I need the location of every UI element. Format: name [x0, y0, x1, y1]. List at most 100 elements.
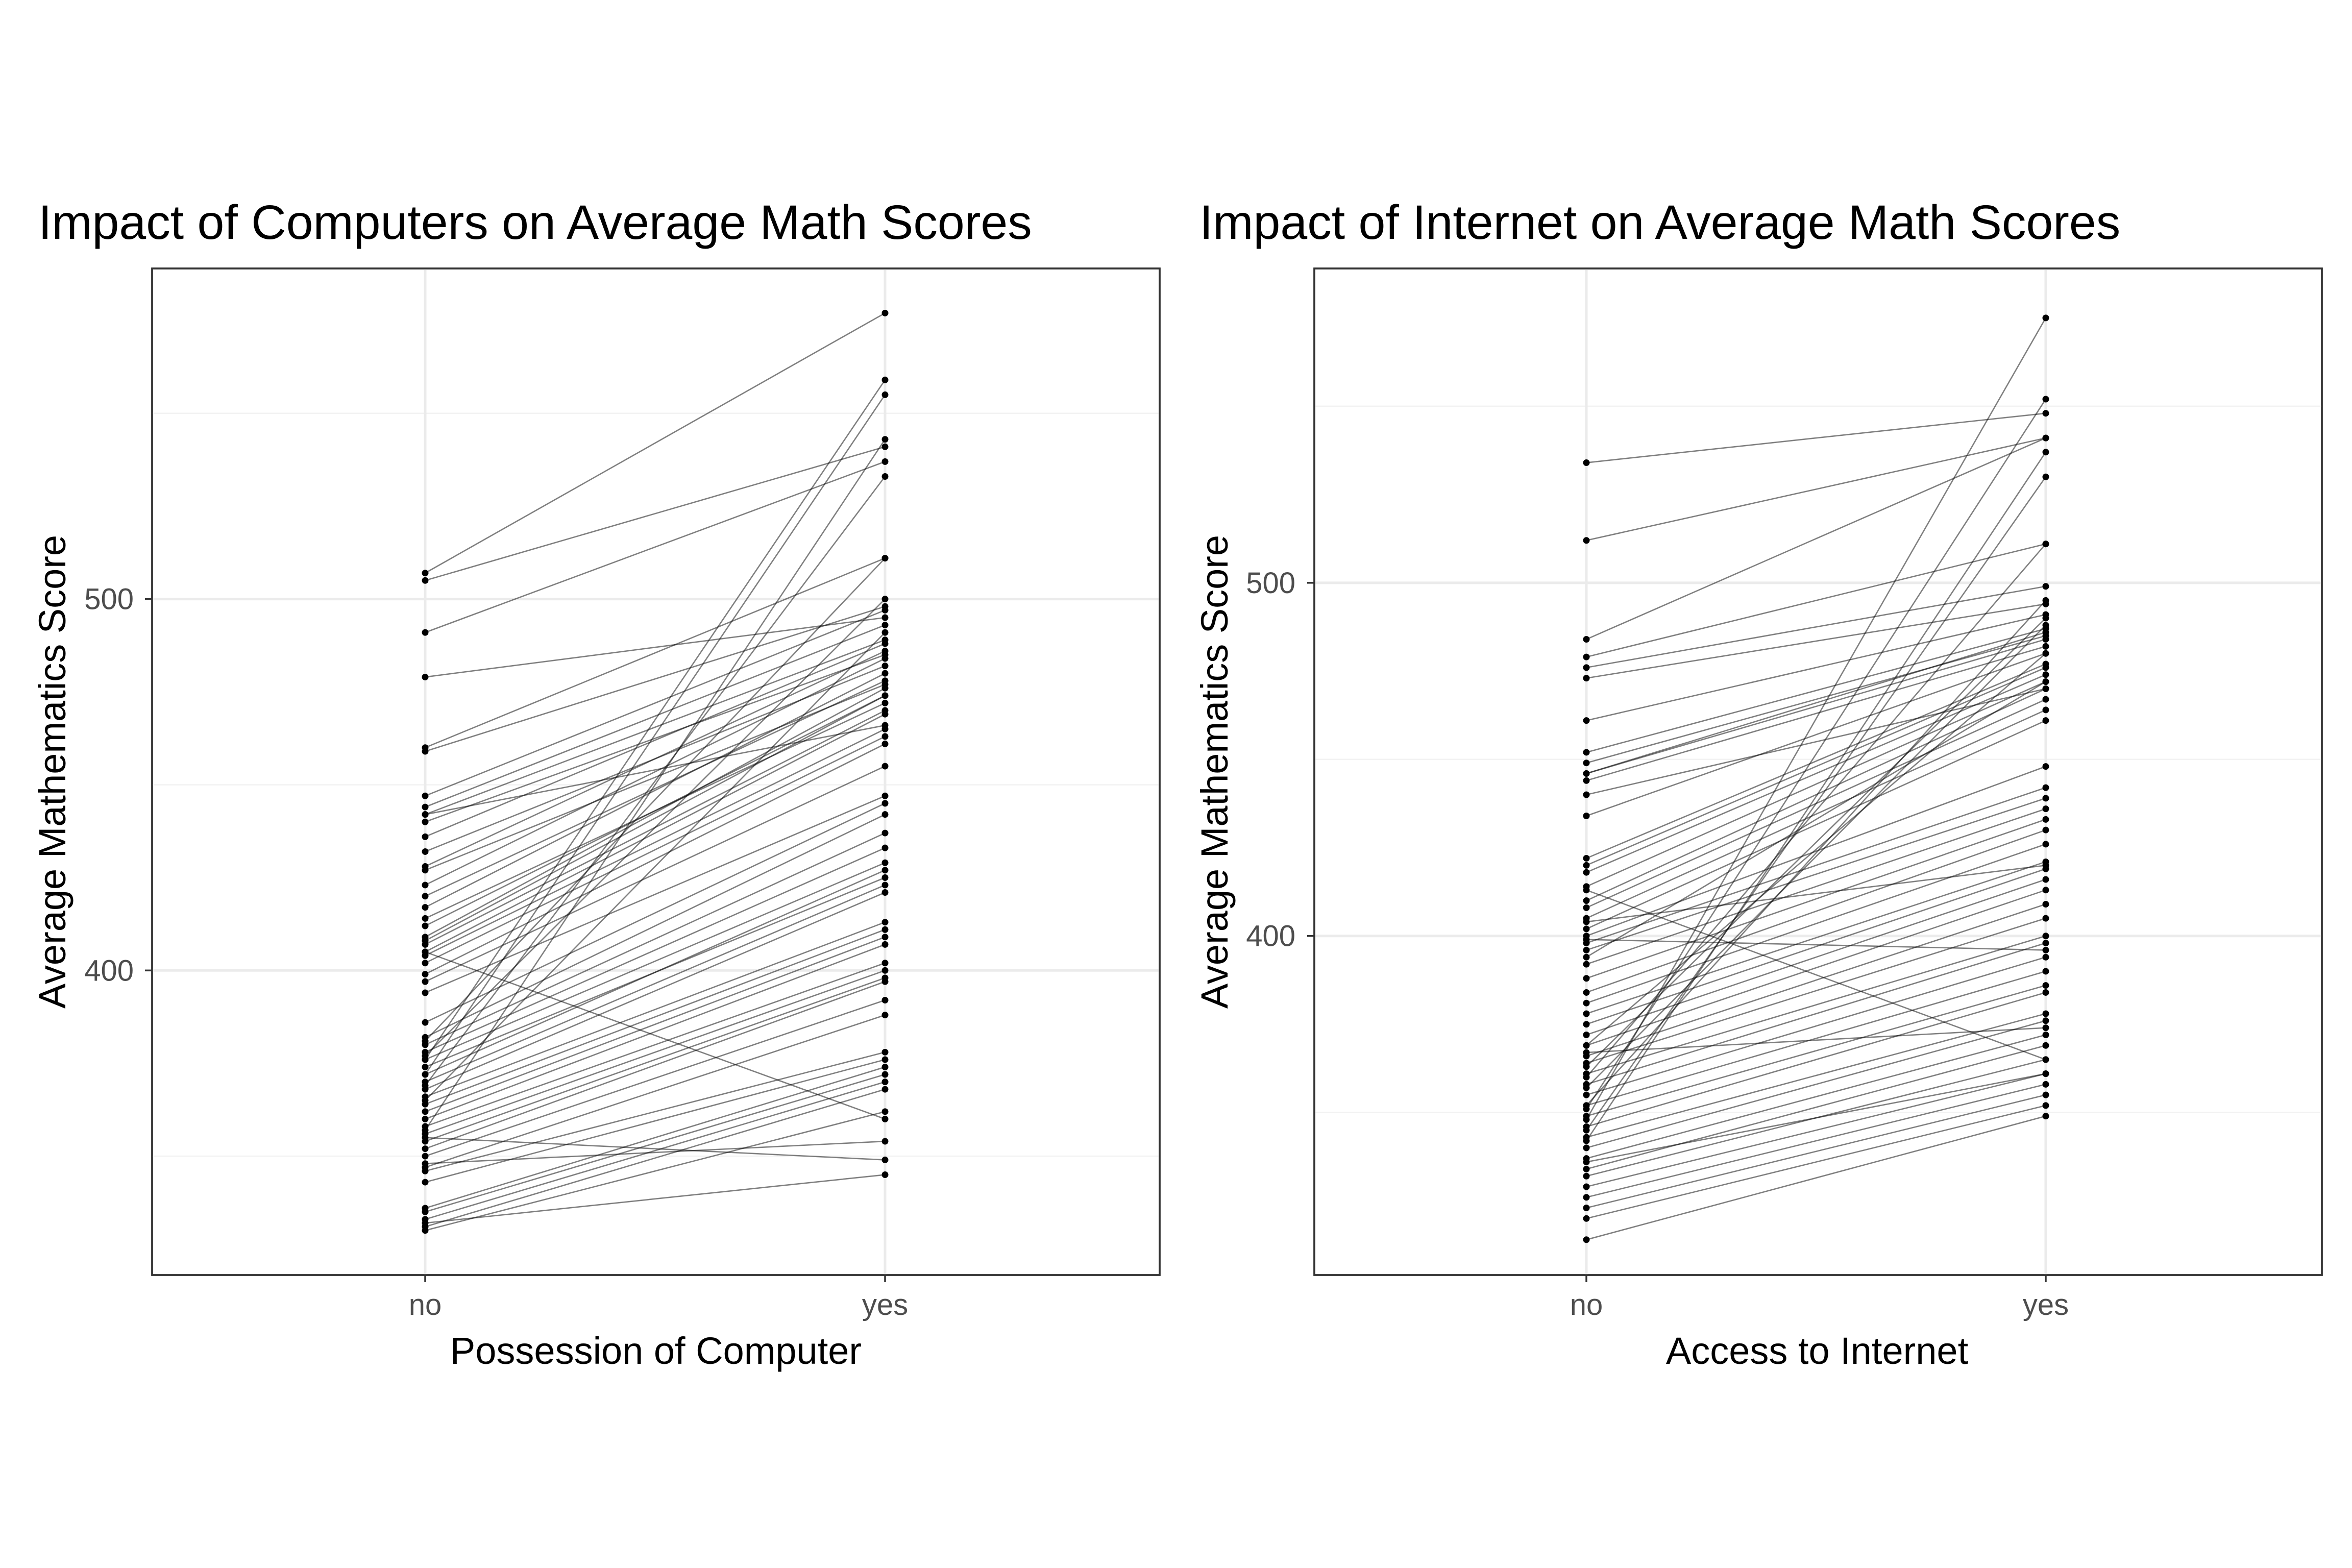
pair-line: [1586, 1073, 2046, 1188]
point-yes: [881, 614, 889, 621]
point-no: [1583, 869, 1590, 876]
point-no: [422, 1227, 429, 1234]
plot-border: [1313, 267, 2323, 1276]
point-yes: [881, 1108, 889, 1115]
point-no: [422, 833, 429, 840]
pair-line: [425, 743, 886, 975]
point-yes: [881, 596, 889, 603]
pair-line: [1586, 766, 2046, 937]
pair-line: [1586, 688, 2046, 901]
pair-line: [425, 921, 886, 1097]
point-no: [1583, 1063, 1590, 1070]
point-no: [1583, 904, 1590, 911]
pair-line: [425, 617, 886, 678]
point-no: [422, 937, 429, 944]
pair-line: [1586, 635, 2046, 764]
point-yes: [2042, 685, 2049, 692]
pair-line: [425, 999, 886, 1157]
point-yes: [2042, 1113, 2049, 1120]
point-yes: [881, 763, 889, 770]
point-no: [422, 818, 429, 825]
pair-line: [424, 476, 886, 1086]
point-no: [422, 989, 429, 996]
point-no: [1583, 887, 1590, 894]
point-yes: [2042, 1056, 2049, 1063]
point-yes: [2042, 1024, 2049, 1032]
pair-line: [425, 1140, 886, 1164]
point-no: [1583, 760, 1590, 767]
pair-line: [1586, 808, 2046, 965]
point-yes: [2042, 696, 2049, 703]
point-no: [1583, 791, 1590, 798]
point-no: [1583, 1172, 1590, 1180]
pair-lines: [424, 312, 886, 1231]
point-no: [422, 577, 429, 584]
pair-line: [1586, 939, 2046, 951]
point-no: [422, 1038, 429, 1045]
pair-line: [1586, 1020, 2046, 1149]
pair-line: [425, 1174, 886, 1224]
point-no: [1583, 1116, 1590, 1123]
point-no: [1583, 1137, 1590, 1144]
point-yes: [881, 960, 889, 967]
pair-line: [1585, 399, 2047, 1110]
point-no: [1583, 459, 1590, 467]
point-yes: [881, 1086, 889, 1093]
y-tick-label: 400: [84, 954, 134, 987]
pair-line: [425, 814, 886, 1038]
point-no: [1583, 1102, 1590, 1109]
point-yes: [2042, 615, 2049, 622]
pair-line: [1586, 843, 2046, 1004]
point-yes: [881, 622, 889, 629]
pair-line: [1586, 878, 2046, 1036]
pair-line: [1586, 663, 2046, 859]
point-yes: [2042, 473, 2049, 480]
point-yes: [2042, 449, 2049, 456]
pair-line: [1586, 412, 2046, 463]
point-no: [1583, 537, 1590, 544]
point-no: [1583, 1205, 1590, 1212]
point-no: [1583, 1144, 1590, 1152]
pair-line: [425, 650, 886, 867]
point-yes: [881, 997, 889, 1004]
chart-panel-internet: 400 500 no yes Impact of Internet on Average…: [1193, 195, 2323, 1372]
x-tick-label-no: no: [1570, 1288, 1603, 1321]
pair-line: [424, 439, 886, 1131]
pair-line: [425, 832, 886, 1046]
pair-line: [425, 1059, 886, 1183]
point-yes: [881, 670, 889, 677]
point-no: [1583, 936, 1590, 943]
point-yes: [881, 811, 889, 818]
pair-line: [425, 724, 886, 815]
point-no: [422, 1134, 429, 1141]
pair-line: [425, 657, 886, 886]
pair-line: [425, 1088, 886, 1228]
pair-line: [425, 728, 886, 957]
point-no: [1583, 999, 1590, 1007]
pair-line: [1586, 624, 2046, 1089]
point-yes: [2042, 706, 2049, 714]
pair-line: [1586, 437, 2046, 542]
point-no: [1583, 862, 1590, 869]
point-no: [1583, 1084, 1590, 1091]
pair-line: [1586, 653, 2046, 1046]
point-yes: [881, 1079, 889, 1086]
pair-line: [425, 632, 886, 1101]
point-no: [422, 922, 429, 929]
y-axis-title: Average Mathematics Score: [31, 535, 74, 1009]
point-no: [1583, 1074, 1590, 1081]
point-yes: [2042, 968, 2049, 975]
point-yes: [2042, 795, 2049, 802]
point-yes: [881, 1156, 889, 1163]
point-no: [422, 881, 429, 889]
point-yes: [881, 458, 889, 465]
point-no: [422, 803, 429, 811]
point-yes: [881, 443, 889, 450]
point-yes: [881, 684, 889, 692]
pair-line: [1586, 903, 2046, 1057]
point-yes: [881, 677, 889, 684]
point-no: [1583, 1159, 1590, 1166]
pair-line: [425, 977, 886, 1142]
pair-line: [425, 695, 886, 927]
pair-line: [1586, 1034, 2046, 1159]
